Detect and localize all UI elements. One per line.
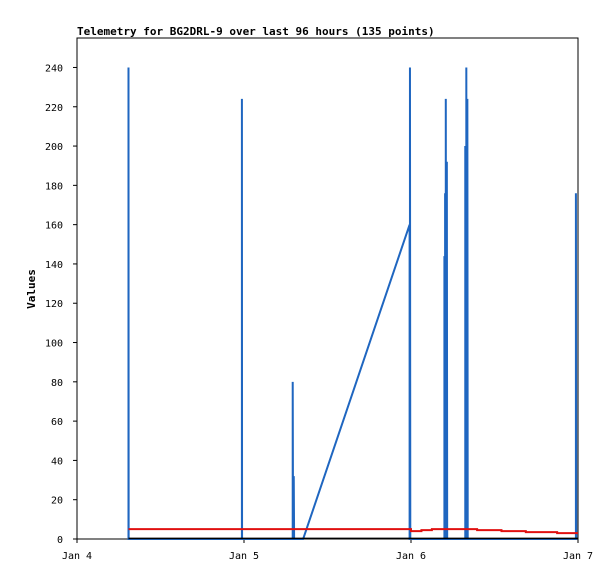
y-tick-label: 140: [45, 260, 63, 271]
y-tick-label: 60: [51, 417, 63, 428]
y-tick-label: 0: [57, 535, 63, 546]
series-layer: [127, 67, 578, 540]
series-line-1: [127, 67, 578, 540]
x-tick-label: Jan 7: [563, 551, 593, 562]
y-axis-label: Values: [25, 269, 38, 309]
y-tick-label: 220: [45, 103, 63, 114]
y-tick-label: 20: [51, 496, 63, 507]
x-tick-label: Jan 5: [229, 551, 259, 562]
y-tick-label: 120: [45, 299, 63, 310]
x-tick-label: Jan 6: [396, 551, 426, 562]
y-tick-label: 80: [51, 378, 63, 389]
x-tick-label: Jan 4: [62, 551, 92, 562]
chart-title: Telemetry for BG2DRL-9 over last 96 hour…: [77, 25, 435, 38]
plot-area: [76, 37, 579, 540]
y-tick-label: 200: [45, 142, 63, 153]
y-tick-label: 100: [45, 339, 63, 350]
series-line-2: [128, 528, 578, 535]
y-tick-label: 180: [45, 181, 63, 192]
x-axis: Jan 4 Jan 5 Jan 6 Jan 7: [62, 539, 593, 562]
y-tick-label: 160: [45, 221, 63, 232]
y-tick-label: 240: [45, 63, 63, 74]
y-axis: 0 20 40 60 80 100 120 140 160 180 200 220 240: [45, 63, 77, 546]
y-tick-label: 40: [51, 456, 63, 467]
